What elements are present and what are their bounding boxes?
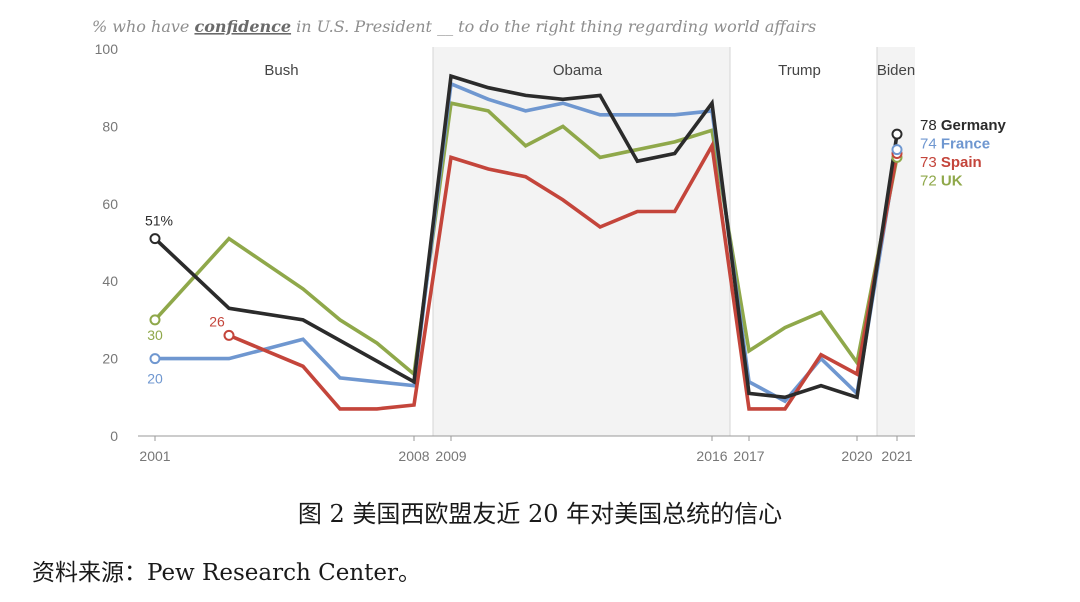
- legend-value: 73: [920, 154, 941, 171]
- legend-entry-spain: 73 Spain: [920, 154, 982, 171]
- chart-title-emphasis: confidence: [194, 17, 291, 36]
- x-tick-label: 2021: [881, 448, 912, 464]
- era-shade-obama: [433, 47, 730, 436]
- start-label-spain: 26: [209, 313, 225, 329]
- legend-value: 72: [920, 173, 941, 190]
- era-label-obama: Obama: [553, 62, 603, 79]
- y-tick-label: 80: [102, 118, 118, 134]
- figure-caption: 图 2 美国西欧盟友近 20 年对美国总统的信心: [297, 500, 783, 528]
- legend-series-name: Spain: [941, 154, 982, 171]
- legend-value: 74: [920, 136, 941, 153]
- legend-series-name: France: [941, 136, 990, 153]
- era-label-trump: Trump: [778, 62, 821, 79]
- legend-entry-germany: 78 Germany: [920, 117, 1007, 134]
- chart-title: % who have confidence in U.S. President …: [92, 17, 816, 36]
- chart-title-after: in U.S. President __ to do the right thi…: [291, 17, 816, 36]
- legend-series-name: UK: [941, 173, 963, 190]
- legend-entry-uk: 72 UK: [920, 173, 963, 190]
- start-point-germany: [149, 233, 161, 245]
- start-point-france: [149, 353, 161, 365]
- era-label-biden: Biden: [877, 62, 915, 79]
- source-note: 资料来源：Pew Research Center。: [32, 560, 421, 586]
- x-tick-label: 2020: [841, 448, 872, 464]
- start-label-uk: 30: [147, 327, 163, 343]
- series-line-uk: [153, 101, 899, 378]
- y-tick-label: 60: [102, 196, 118, 212]
- start-label-france: 20: [147, 371, 163, 387]
- era-shading: Bush Obama Trump Biden: [264, 47, 915, 436]
- legend-series-name: Germany: [941, 117, 1007, 134]
- series-line-germany: [153, 73, 899, 400]
- y-tick-label: 40: [102, 273, 118, 289]
- legend-entry-france: 74 France: [920, 136, 990, 153]
- x-tick-label: 2017: [733, 448, 764, 464]
- start-point-spain: [223, 329, 235, 341]
- chart-title-before: % who have: [92, 17, 194, 36]
- end-point-france: [891, 144, 903, 156]
- x-tick-label: 2009: [435, 448, 466, 464]
- x-tick-label: 2008: [398, 448, 429, 464]
- start-label-germany: 51%: [145, 213, 173, 229]
- series-lines: 30 20 26 51%: [145, 73, 903, 411]
- y-tick-label: 100: [95, 41, 119, 57]
- y-tick-label: 0: [110, 428, 118, 444]
- line-chart: Bush Obama Trump Biden % who have confidenc…: [92, 17, 1007, 464]
- end-point-germany: [891, 128, 903, 140]
- legend-value: 78: [920, 117, 941, 134]
- x-tick-label: 2001: [139, 448, 170, 464]
- series-line-france: [155, 81, 899, 404]
- axes: 0 20 40 60 80 100 2001 2008 2009 2016 2017 2020 2021: [95, 41, 915, 464]
- era-label-bush: Bush: [264, 62, 298, 79]
- series-line-spain: [228, 140, 899, 411]
- x-tick-label: 2016: [696, 448, 727, 464]
- y-tick-label: 20: [102, 351, 118, 367]
- start-point-uk: [149, 314, 161, 326]
